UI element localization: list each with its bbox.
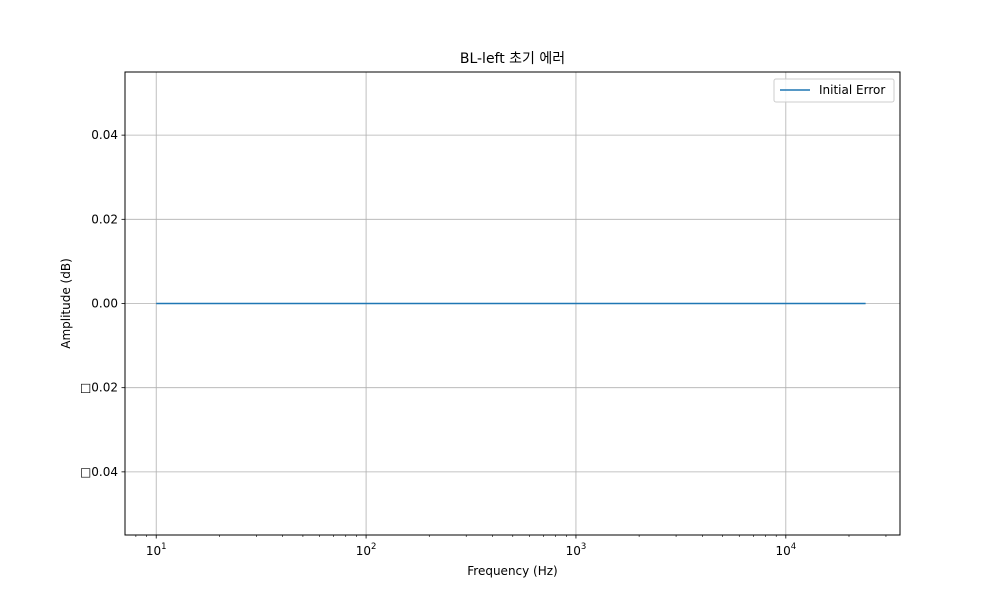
y-tick-label: 0.04: [91, 128, 118, 142]
x-tick-label: 104: [775, 542, 796, 558]
x-tick-label: 101: [146, 542, 167, 558]
y-tick-label: 0.02: [91, 212, 118, 226]
legend: Initial Error: [773, 78, 895, 103]
x-tick-label: 102: [356, 542, 377, 558]
y-tick-label: □0.04: [80, 465, 118, 479]
x-axis-title: Frequency (Hz): [467, 564, 558, 578]
legend-label: Initial Error: [819, 83, 885, 97]
legend-box: [773, 78, 895, 103]
x-tick-label: 103: [566, 542, 587, 558]
y-axis-title: Amplitude (dB): [59, 258, 73, 349]
y-tick-label: □0.02: [80, 381, 118, 395]
ticks: 101 102 103 104 0.04 0.02 0.00 □0.02 □0.04: [80, 128, 887, 558]
y-tick-label: 0.00: [91, 297, 118, 311]
chart-title: BL-left 초기 에러: [460, 51, 565, 67]
